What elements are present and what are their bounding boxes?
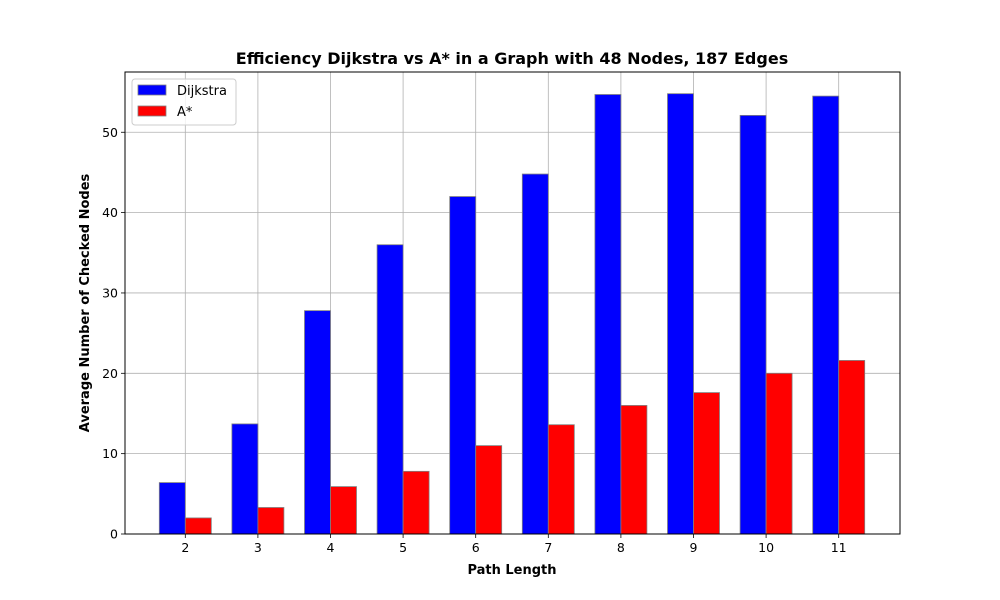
- x-tick-label: 2: [181, 540, 189, 555]
- plot-area-frame: [124, 71, 901, 535]
- bar-a-2: [184, 517, 212, 535]
- bar-dijkstra-11: [812, 95, 840, 535]
- y-tick-label: 40: [102, 205, 118, 220]
- bar-dijkstra-9: [667, 93, 694, 535]
- x-tick-label: 6: [472, 540, 480, 555]
- x-tick-label: 10: [758, 540, 774, 555]
- x-tick-label: 3: [254, 540, 262, 555]
- legend: Dijkstra A*: [131, 78, 237, 126]
- legend-swatch-astar: [137, 105, 167, 117]
- bar-a-11: [838, 360, 866, 535]
- bar-dijkstra-10: [739, 114, 767, 535]
- x-tick-label: 11: [831, 540, 847, 555]
- x-axis-label: Path Length: [467, 563, 556, 578]
- y-tick-label: 50: [102, 125, 118, 140]
- legend-label-astar: A*: [177, 105, 193, 120]
- y-tick-label: 20: [102, 366, 118, 381]
- y-tick-label: 0: [110, 527, 118, 542]
- bar-dijkstra-3: [231, 423, 259, 535]
- x-tick-label: 7: [544, 540, 552, 555]
- bar-dijkstra-4: [304, 310, 331, 535]
- bar-a-9: [693, 392, 720, 535]
- legend-swatch-dijkstra: [137, 84, 167, 96]
- axis-ticks: 2 3 4 5 6 7 8 9 10 11 0 10 20 30 40 50: [102, 125, 847, 555]
- x-tick-label: 9: [690, 540, 698, 555]
- x-tick-label: 5: [399, 540, 407, 555]
- bar-dijkstra-2: [158, 482, 186, 535]
- bar-dijkstra-7: [521, 173, 549, 535]
- bar-a-6: [475, 445, 503, 535]
- bar-a-3: [257, 507, 285, 535]
- legend-label-dijkstra: Dijkstra: [177, 84, 227, 99]
- chart-title: Efficiency Dijkstra vs A* in a Graph wit…: [236, 49, 788, 68]
- bars: [158, 93, 866, 535]
- bar-a-7: [547, 424, 575, 535]
- bar-dijkstra-5: [376, 244, 404, 535]
- bar-dijkstra-8: [594, 94, 622, 535]
- bar-a-5: [402, 470, 430, 535]
- bar-a-10: [765, 372, 793, 535]
- bar-dijkstra-6: [449, 196, 477, 535]
- x-tick-label: 4: [327, 540, 335, 555]
- bar-a-4: [330, 486, 357, 535]
- x-tick-label: 8: [617, 540, 625, 555]
- y-axis-label: Average Number of Checked Nodes: [78, 173, 93, 432]
- y-tick-label: 30: [102, 285, 118, 300]
- bar-a-8: [620, 405, 648, 535]
- y-tick-label: 10: [102, 446, 118, 461]
